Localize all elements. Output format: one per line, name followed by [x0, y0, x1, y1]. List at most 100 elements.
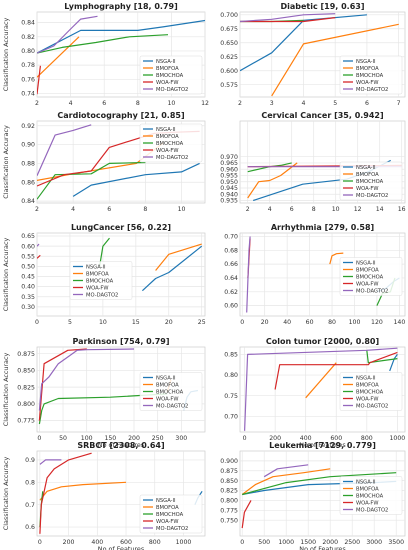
y-tick-label: 0.70 [224, 413, 238, 420]
legend-label: BMOCHOA [356, 390, 384, 396]
x-tick-label: 80 [328, 319, 336, 326]
series-line-bmofoa [39, 481, 127, 501]
y-tick-label: 0.935 [220, 198, 238, 205]
chart-panel-9: 0 500 1000 1500 2000 2500 3000 3500 0.750 0.775 0.… [220, 441, 406, 550]
y-tick-label: 0.55 [21, 253, 35, 260]
legend-label: NSGA-II [356, 59, 376, 65]
y-tick-label: 0.75 [224, 393, 238, 400]
series-group [240, 13, 399, 97]
series-line-bmofoa [305, 362, 337, 399]
series-line-bmofoa [271, 23, 399, 97]
x-tick-label: 7 [397, 100, 401, 107]
y-tick-label: 0.60 [21, 243, 35, 250]
legend-label: BMOCHOA [156, 512, 184, 518]
y-tick-label: 0.86 [21, 179, 35, 186]
chart-title: Parkinson [754, 0.79] [72, 337, 169, 346]
chart-panel-2: 2 4 6 8 10 0.84 0.86 0.88 0.90 0.92 Cardiotocograp… [2, 111, 206, 213]
legend-box [339, 476, 403, 515]
y-tick-label: 0.84 [21, 20, 35, 27]
chart-title: Leukemia [7129, 0.779] [269, 441, 376, 450]
legend-box [139, 494, 203, 534]
x-tick-label: 200 [128, 435, 140, 442]
legend-label: BMOFOA [156, 383, 179, 389]
x-tick-label: 150 [104, 435, 116, 442]
legend-label: NSGA-II [356, 376, 376, 382]
legend-label: BMOCHOA [156, 73, 184, 79]
y-tick-label: 0.950 [220, 179, 238, 186]
y-tick-label: 0.850 [17, 368, 35, 375]
y-tick-label: 0.50 [21, 264, 35, 271]
series-line-bmochoa [37, 161, 146, 200]
legend-box [339, 161, 403, 201]
legend-box [339, 257, 403, 296]
y-tick-label: 0.6 [25, 524, 35, 531]
x-tick-label: 3500 [388, 539, 404, 546]
x-tick-label: 2 [246, 206, 250, 213]
legend-box [139, 372, 203, 411]
legend-label: BMOFOA [156, 134, 179, 140]
legend-label: NSGA-II [356, 261, 376, 267]
plot-area [36, 232, 206, 317]
legend-label: MO-DAGTO2 [156, 87, 188, 93]
y-tick-label: 0.40 [21, 284, 35, 291]
series-line-woa-fw [38, 348, 87, 421]
y-tick-label: 0.80 [224, 372, 238, 379]
x-tick-label: 12 [354, 206, 362, 213]
x-tick-label: 8 [136, 100, 140, 107]
chart-title: Lymphography [18, 0.79] [64, 2, 178, 11]
y-tick-label: 0.945 [220, 185, 238, 192]
x-tick-label: 0 [38, 539, 42, 546]
legend-label: NSGA-II [156, 498, 176, 504]
y-tick-label: 0.575 [220, 82, 238, 89]
y-tick-label: 0.92 [21, 123, 35, 130]
x-tick-label: 2 [238, 100, 242, 107]
series-line-bmochoa [38, 393, 168, 425]
series-line-woa-fw [37, 254, 41, 259]
y-tick-label: 0.940 [220, 191, 238, 198]
x-tick-label: 10 [332, 206, 340, 213]
x-tick-label: 20 [165, 319, 173, 326]
legend-label: NSGA-II [156, 59, 176, 65]
chart-panel-3: 2 4 6 8 10 12 14 160.9350.9400.9450.9500.9550.9… [220, 111, 405, 213]
y-tick-label: 0.70 [224, 234, 238, 241]
x-tick-label: 500 [258, 539, 270, 546]
x-tick-label: 800 [361, 435, 373, 442]
x-tick-label: 3 [270, 100, 274, 107]
y-tick-label: 0.62 [224, 289, 238, 296]
x-tick-label: 100 [81, 435, 93, 442]
legend-label: BMOCHOA [86, 279, 114, 285]
y-tick-label: 0.78 [21, 62, 35, 69]
legend-label: NSGA-II [86, 265, 106, 271]
y-tick-label: 0.800 [220, 498, 238, 505]
series-line-mo-dagto2 [38, 348, 135, 411]
x-tick-label: 4 [268, 206, 272, 213]
x-tick-label: 1000 [389, 435, 405, 442]
chart-panel-4: 0 5 10 15 20 25 0.30 0.35 0.40 0.45 0.50 0.55 0.60 0.… [2, 223, 206, 326]
series-line-bmofoa [37, 36, 80, 78]
series-line-nsga-ii [37, 19, 205, 54]
x-tick-label: 120 [371, 319, 383, 326]
x-tick-label: 600 [120, 539, 132, 546]
series-line-mo-dagto2 [244, 347, 398, 431]
series-line-bmofoa [155, 243, 202, 271]
y-tick-label: 0.600 [220, 68, 238, 75]
x-tick-label: 5 [333, 100, 337, 107]
series-line-bmofoa [241, 468, 331, 495]
x-tick-label: 4 [301, 100, 305, 107]
legend-label: WOA-FW [356, 397, 379, 403]
y-tick-label: 0.750 [220, 517, 238, 524]
legend-label: NSGA-II [356, 480, 376, 486]
legend-label: MO-DAGTO2 [156, 526, 188, 532]
x-tick-label: 140 [393, 319, 405, 326]
legend-label: BMOCHOA [356, 179, 384, 185]
series-line-woa-fw [240, 17, 336, 23]
legend-label: WOA-FW [156, 397, 179, 403]
legend-label: WOA-FW [86, 286, 109, 292]
x-tick-label: 2 [35, 100, 39, 107]
chart-title: Colon tumor [2000, 0.80] [266, 337, 379, 346]
y-tick-label: 0.625 [220, 54, 238, 61]
x-tick-label: 0 [243, 435, 247, 442]
